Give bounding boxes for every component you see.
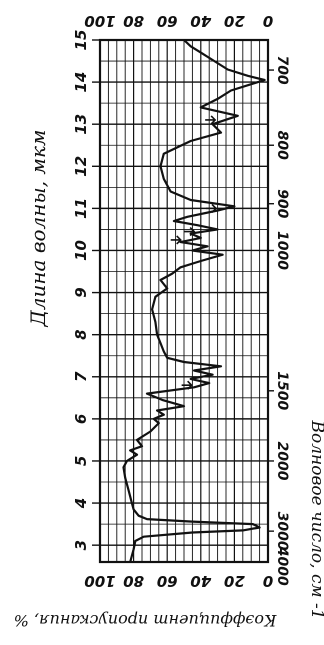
transmittance-left-tick-labels: 100 80 60 40 20 0 xyxy=(84,572,273,590)
wavelength-tick-label: 7 xyxy=(72,371,90,382)
wavenumber-tick-label: 3000 xyxy=(274,512,290,551)
transmittance-tick-label: 100 xyxy=(84,572,115,590)
wavelength-tick-label: 4 xyxy=(72,498,90,509)
wavelength-tick-label: 14 xyxy=(72,72,90,93)
transmittance-right-tick-labels: 100 80 60 40 20 0 xyxy=(84,12,273,30)
wavelength-tick-labels: 3 4 5 6 7 8 9 10 11 12 13 14 15 xyxy=(72,30,100,550)
transmittance-top-tick-label: 80 xyxy=(123,12,144,30)
wavelength-tick-label: 15 xyxy=(72,30,90,51)
x2-axis-label: Волновое число, см -1 xyxy=(307,419,324,619)
wavelength-tick-label: 9 xyxy=(72,287,90,297)
x-axis-label: Длина волны, мкм xyxy=(26,129,50,327)
absorption-arrow-marks xyxy=(170,115,218,390)
arrow-mark xyxy=(181,380,193,390)
wavenumber-tick-label: 2000 xyxy=(274,441,290,480)
transmittance-top-tick-label: 100 xyxy=(84,12,115,30)
transmittance-top-tick-label: 20 xyxy=(224,12,245,30)
transmittance-tick-label: 80 xyxy=(123,572,144,590)
transmittance-top-tick-label: 60 xyxy=(157,12,178,30)
wavelength-tick-label: 13 xyxy=(72,114,90,135)
wavenumber-tick-label: 800 xyxy=(274,131,290,160)
transmittance-tick-label: 40 xyxy=(190,572,212,590)
transmittance-tick-label: 0 xyxy=(263,572,273,590)
wavenumber-tick-label: 700 xyxy=(274,55,290,84)
wavenumber-tick-label: 1000 xyxy=(274,231,290,270)
y-axis-label: Коэффициент пропускания, % xyxy=(14,611,278,630)
wavelength-tick-label: 3 xyxy=(72,540,90,550)
wavelength-tick-label: 5 xyxy=(72,456,90,466)
transmittance-tick-label: 60 xyxy=(157,572,178,590)
chart-grid xyxy=(98,38,270,564)
arrow-mark xyxy=(206,203,218,213)
wavelength-tick-label: 11 xyxy=(72,198,90,219)
spectrum-curve-group xyxy=(122,39,266,563)
transmittance-top-tick-label: 0 xyxy=(263,12,273,30)
wavelength-tick-label: 6 xyxy=(72,414,90,424)
wavelength-tick-label: 8 xyxy=(72,329,90,339)
wavelength-tick-label: 12 xyxy=(72,156,90,177)
wavenumber-tick-label: 900 xyxy=(274,189,290,218)
arrow-mark xyxy=(170,235,182,245)
spectrum-curve xyxy=(122,39,266,563)
wavelength-tick-label: 10 xyxy=(72,240,90,261)
transmittance-tick-label: 20 xyxy=(224,572,245,590)
arrow-mark xyxy=(205,115,217,125)
wavenumber-tick-label: 4000 xyxy=(274,546,290,586)
arrow-mark xyxy=(184,226,196,237)
transmittance-top-tick-label: 40 xyxy=(190,12,212,30)
wavenumber-tick-label: 1500 xyxy=(274,371,290,410)
